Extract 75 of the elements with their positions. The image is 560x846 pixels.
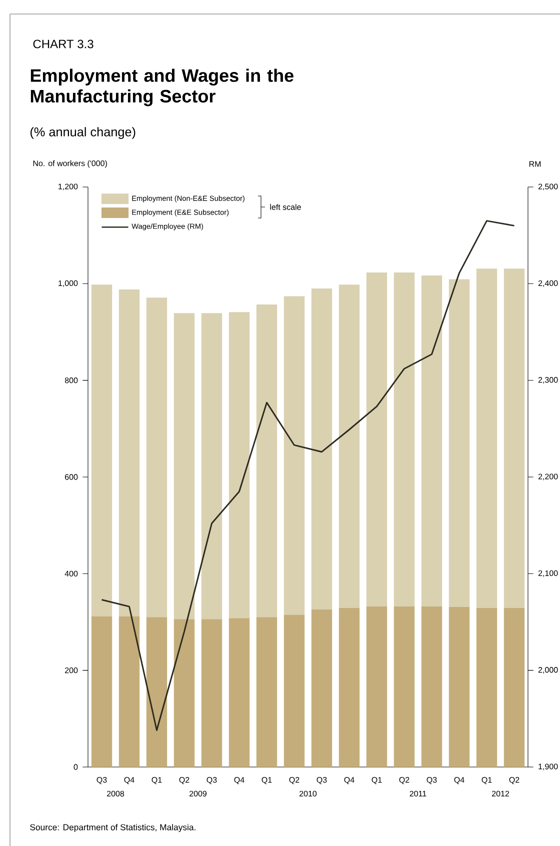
bar [228, 312, 250, 618]
chart-title: Employment and Wages in the Manufacturing Sector [30, 68, 294, 106]
y2-tick-label: 2,100 [538, 570, 558, 577]
bar [284, 614, 305, 767]
y-tick-label: 800 [64, 378, 78, 384]
x-tick-label: Q3 [426, 777, 437, 784]
bar [228, 618, 250, 767]
bar [421, 275, 442, 607]
y-tick-label: 1,200 [58, 184, 78, 190]
bar [91, 284, 112, 616]
x-tick-label: Q1 [482, 777, 492, 784]
y2-axis-title: RM [529, 161, 541, 167]
text: 2008 [106, 790, 124, 796]
x-tick-label: Q4 [234, 777, 244, 784]
x-tick-label: Q2 [509, 777, 520, 784]
bar [366, 272, 388, 607]
x-tick-label: Q4 [454, 777, 464, 784]
bar [504, 268, 525, 608]
y-tick-label: 1,000 [58, 280, 78, 287]
y-axis-title: No. of workers ('000) [33, 160, 107, 168]
bar [448, 607, 470, 767]
x-tick-label: Q2 [399, 777, 410, 784]
bar [174, 619, 195, 767]
x-tick-label: Q3 [206, 777, 217, 784]
text: 2010 [299, 790, 317, 796]
bar [118, 289, 140, 616]
x-tick-label: Q3 [96, 777, 107, 784]
y-tick-label: 400 [64, 570, 78, 576]
bar [284, 296, 305, 615]
bar [338, 284, 360, 608]
y-tick-label: 0 [74, 764, 78, 770]
bar [201, 313, 222, 620]
bar [91, 616, 112, 767]
bar [504, 608, 525, 767]
bar [256, 617, 278, 767]
y2-tick-label: 2,500 [538, 184, 558, 190]
x-tick-label: Q2 [179, 777, 190, 784]
text: 2012 [492, 790, 509, 796]
bar [394, 272, 415, 607]
line-series [101, 220, 515, 731]
x-tick-label: Q1 [262, 777, 272, 784]
bar [421, 606, 442, 767]
bar [476, 608, 498, 767]
bar [394, 606, 415, 767]
chart-subtitle: (% annual change) [30, 127, 136, 139]
y2-tick-label: 2,000 [538, 667, 558, 674]
bar [476, 268, 498, 608]
bar [256, 304, 278, 618]
text: 2009 [189, 790, 207, 796]
y-tick-label: 200 [65, 667, 78, 674]
bar [118, 616, 140, 767]
bar [311, 609, 332, 767]
y2-tick-label: 2,400 [538, 280, 558, 287]
bar [146, 298, 168, 618]
x-tick-label: Q1 [372, 777, 382, 784]
bar [448, 279, 470, 608]
bar [201, 619, 222, 767]
x-tick-label: Q1 [152, 777, 162, 784]
y-tick-label: 600 [65, 474, 78, 480]
y2-tick-label: 2,200 [538, 474, 558, 480]
bar [146, 617, 168, 767]
source-note: Source: Department of Statistics, Malaysia. [30, 824, 196, 832]
x-tick-label: Q4 [124, 777, 134, 784]
bar [338, 608, 360, 767]
bar [366, 606, 388, 767]
x-tick-label: Q3 [316, 777, 327, 784]
bar [174, 313, 195, 620]
annotation: left scale [270, 204, 301, 210]
caption: CHART 3.3 [33, 40, 94, 48]
y2-tick-label: 2,300 [538, 377, 558, 384]
bar [311, 288, 332, 610]
x-tick-label: Q4 [344, 777, 354, 784]
y2-tick-label: 1,900 [538, 764, 558, 770]
x-tick-label: Q2 [289, 777, 300, 784]
text: 2011 [410, 790, 426, 796]
